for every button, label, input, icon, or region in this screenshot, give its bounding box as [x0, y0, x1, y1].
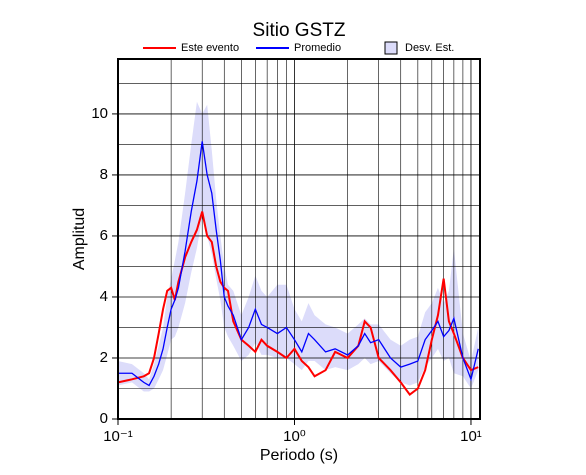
y-tick-label: 10: [91, 105, 108, 122]
chart-title: Sitio GSTZ: [253, 20, 346, 41]
y-tick-label: 6: [100, 227, 108, 244]
y-tick-label: 0: [100, 410, 108, 427]
x-tick-label: 10⁻¹: [103, 428, 133, 445]
y-axis-label: Amplitud: [71, 208, 88, 270]
legend-label: Este evento: [181, 42, 239, 54]
legend-label: Promedio: [294, 42, 341, 54]
legend-swatch: [384, 41, 398, 55]
series-line: [118, 141, 479, 387]
x-tick-label: 10⁰: [283, 428, 306, 445]
legend-label: Desv. Est.: [405, 42, 454, 54]
plot-lines: [118, 141, 479, 396]
y-tick-label: 4: [100, 288, 108, 305]
x-axis-label: Periodo (s): [260, 447, 338, 464]
plot-frame: [117, 58, 481, 420]
y-tick-label: 8: [100, 166, 108, 183]
plot-area: [118, 101, 479, 392]
x-tick-label: 10¹: [460, 428, 482, 445]
y-tick-label: 2: [100, 349, 108, 366]
series-line: [118, 211, 479, 396]
std-band: [118, 101, 479, 392]
